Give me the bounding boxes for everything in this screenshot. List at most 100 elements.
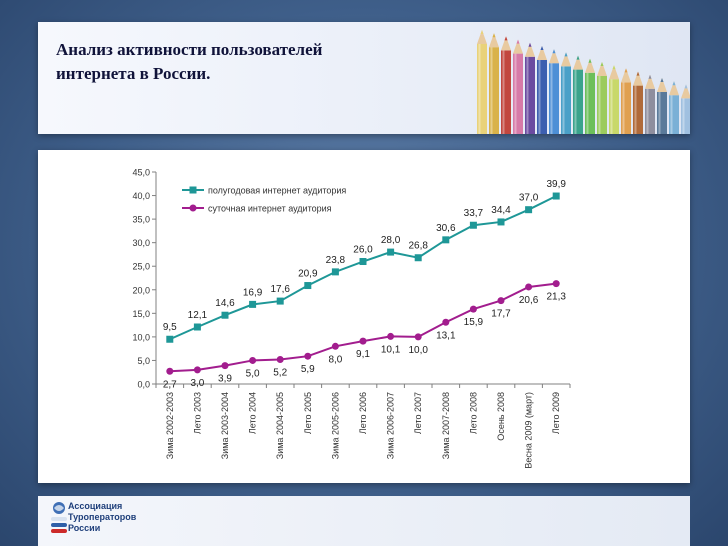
- data-label: 8,0: [328, 354, 342, 365]
- line-chart: 0,0 5,0 10,0 15,0 20,0 25,0 30,0 35,0 40,0 45,0 Зи…: [132, 168, 571, 469]
- data-label: 5,0: [246, 368, 260, 379]
- slide-title-line2: интернета в России.: [56, 64, 211, 83]
- series-2-point: [276, 356, 284, 364]
- series-1-point: [497, 218, 505, 226]
- data-label: 5,2: [273, 368, 287, 379]
- slide-title: Анализ активности пользователей интернет…: [56, 38, 456, 86]
- x-tick-label: Лето 2007: [413, 392, 423, 434]
- slide-title-line1: Анализ активности пользователей: [56, 40, 323, 59]
- data-label: 9,5: [163, 322, 177, 333]
- org-name-line2: Туроператоров: [68, 512, 137, 522]
- x-tick-label: Весна 2009 (март): [524, 392, 534, 469]
- footer-panel: Ассоциация Туроператоров России: [38, 496, 690, 546]
- x-tick-label: Лето 2004: [248, 392, 258, 434]
- data-label: 2,7: [163, 379, 177, 390]
- y-tick-label: 25,0: [132, 262, 150, 272]
- series-2-point: [525, 283, 533, 291]
- series-2-point: [331, 342, 339, 350]
- data-label: 33,7: [464, 208, 484, 219]
- series-1-point: [414, 254, 422, 262]
- x-tick-label: Зима 2006-2007: [386, 392, 396, 459]
- legend-marker-1: [189, 186, 197, 194]
- legend-marker-2: [189, 204, 197, 212]
- series-2-point: [414, 333, 422, 341]
- series-2-point: [442, 318, 450, 326]
- series-1-point: [304, 282, 312, 290]
- series-1-point: [442, 236, 450, 244]
- y-tick-label: 45,0: [132, 168, 150, 178]
- x-tick-label: Зима 2004-2005: [275, 392, 285, 459]
- series-1-point: [221, 311, 229, 319]
- pencils-image: [477, 30, 690, 134]
- data-label: 17,6: [270, 284, 290, 295]
- data-label: 9,1: [356, 349, 370, 360]
- x-tick-label: Зима 2003-2004: [220, 392, 230, 459]
- y-tick-label: 10,0: [132, 332, 150, 342]
- org-name-line3: России: [68, 523, 101, 533]
- x-tick-label: Лето 2009: [551, 392, 561, 434]
- series-2-point: [193, 366, 201, 374]
- data-label: 34,4: [491, 205, 511, 216]
- series-1-point: [276, 297, 284, 305]
- data-label: 26,8: [408, 241, 428, 252]
- y-tick-label: 30,0: [132, 238, 150, 248]
- data-label: 16,9: [243, 287, 263, 298]
- series-1-point: [525, 206, 533, 214]
- data-label: 13,1: [436, 330, 456, 341]
- series-1-point: [166, 335, 174, 343]
- data-label: 39,9: [546, 179, 566, 190]
- org-name-line1: Ассоциация: [68, 501, 123, 511]
- y-tick-label: 35,0: [132, 215, 150, 225]
- legend-label-2: суточная интернет аудитория: [208, 204, 332, 214]
- data-label: 15,9: [464, 317, 484, 328]
- series-2-point: [304, 352, 312, 360]
- data-label: 14,6: [215, 298, 235, 309]
- series-2-point: [359, 337, 367, 345]
- x-tick-label: Осень 2008: [496, 392, 506, 441]
- series-2-point: [387, 332, 395, 340]
- series-2-point: [166, 367, 174, 375]
- y-tick-label: 20,0: [132, 285, 150, 295]
- x-tick-label: Зима 2007-2008: [441, 392, 451, 459]
- x-tick-label: Лето 2006: [358, 392, 368, 434]
- series-2-point: [469, 305, 477, 313]
- data-label: 3,0: [190, 378, 204, 389]
- data-label: 10,0: [408, 345, 428, 356]
- x-tick-label: Зима 2002-2003: [165, 392, 175, 459]
- legend-label-1: полугодовая интернет аудитория: [208, 186, 346, 196]
- organization-name: Ассоциация Туроператоров России: [68, 501, 136, 534]
- data-label: 12,1: [188, 310, 208, 321]
- x-tick-label: Лето 2005: [303, 392, 313, 434]
- data-label: 28,0: [381, 235, 401, 246]
- y-tick-label: 0,0: [137, 380, 150, 390]
- data-label: 10,1: [381, 344, 401, 355]
- series-2-point: [552, 280, 560, 288]
- series-1-point: [552, 192, 560, 200]
- header-panel: Анализ активности пользователей интернет…: [38, 22, 690, 134]
- data-label: 37,0: [519, 193, 539, 204]
- data-label: 3,9: [218, 374, 232, 385]
- data-label: 23,8: [326, 255, 346, 266]
- chart-panel: 0,0 5,0 10,0 15,0 20,0 25,0 30,0 35,0 40,0 45,0 Зи…: [38, 150, 690, 483]
- series-1-point: [193, 323, 201, 331]
- y-tick-label: 5,0: [137, 356, 150, 366]
- data-label: 21,3: [546, 292, 566, 303]
- series-1-point: [249, 300, 257, 308]
- y-tick-label: 15,0: [132, 309, 150, 319]
- series-2-point: [221, 362, 229, 370]
- x-tick-label: Лето 2003: [192, 392, 202, 434]
- series-1-point: [331, 268, 339, 276]
- y-tick-label: 40,0: [132, 191, 150, 201]
- series-2-point: [497, 297, 505, 305]
- x-tick-label: Зима 2005-2006: [330, 392, 340, 459]
- series-2-point: [249, 356, 257, 364]
- data-label: 5,9: [301, 364, 315, 375]
- series-1-point: [469, 221, 477, 229]
- data-label: 20,6: [519, 295, 539, 306]
- data-label: 26,0: [353, 245, 373, 256]
- series-1-point: [359, 258, 367, 266]
- organization-logo-icon: [51, 502, 67, 533]
- data-label: 30,6: [436, 223, 456, 234]
- x-tick-label: Лето 2008: [468, 392, 478, 434]
- data-label: 17,7: [491, 309, 511, 320]
